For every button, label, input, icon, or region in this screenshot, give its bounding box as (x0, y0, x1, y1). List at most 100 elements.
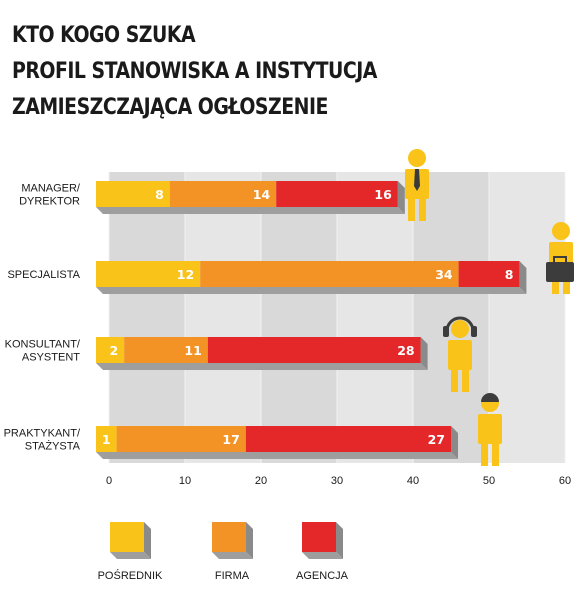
category-label-line: KONSULTANT/ (5, 339, 81, 351)
icon-leg (451, 370, 458, 392)
briefcase-handle (553, 256, 567, 264)
legend-swatch-side (144, 522, 151, 559)
bar-side (397, 181, 405, 214)
bar-segment-agencja (458, 261, 520, 287)
briefcase-shape (546, 262, 574, 282)
data-label: 34 (435, 267, 453, 282)
data-label: 17 (222, 432, 239, 447)
bar-shadow (96, 452, 458, 459)
bar-side (420, 337, 428, 370)
x-axis-ticks: 0 10 20 30 40 50 60 (106, 475, 571, 487)
bar-segment-pośrednik (96, 426, 117, 452)
bar-segment-agencja (276, 181, 398, 207)
icon-leg (492, 444, 499, 466)
category-label-line: ASYSTENT (22, 352, 80, 364)
data-label: 1 (102, 432, 111, 447)
grid-band (489, 172, 565, 463)
data-label: 14 (253, 187, 271, 202)
briefcase-person-icon (546, 222, 574, 294)
bar-shadow (96, 363, 428, 370)
businessman-icon (405, 149, 429, 221)
bar-segment-pośrednik (96, 261, 201, 287)
bar-segment-firma (116, 426, 246, 452)
data-label: 28 (397, 343, 414, 358)
data-label: 12 (177, 267, 194, 282)
icon-leg (563, 272, 570, 294)
legend-label: AGENCJA (296, 570, 349, 582)
headset-cup (443, 326, 449, 337)
legend-swatch-side (246, 522, 253, 559)
x-tick-label: 0 (106, 475, 112, 487)
data-label: 2 (109, 343, 118, 358)
data-label: 11 (184, 343, 201, 358)
icon-leg (552, 272, 559, 294)
x-tick-label: 30 (331, 475, 343, 487)
grid-band (185, 172, 261, 463)
category-label: KONSULTANT/ASYSTENT (5, 339, 81, 364)
bars: 8 14 16 12 34 8 2 11 28 1 17 27 (96, 181, 527, 459)
bar-segment-firma (169, 181, 277, 207)
grid-band (261, 172, 337, 463)
grid-background (108, 172, 566, 463)
legend-swatch (302, 522, 336, 552)
category-labels: MANAGER/DYREKTOR SPECJALISTA KONSULTANT/AS… (4, 183, 81, 453)
bar-segment-agencja (207, 337, 421, 363)
category-label-line: MANAGER/ (21, 183, 81, 195)
category-label-line: DYREKTOR (19, 196, 80, 208)
category-label-line: SPECJALISTA (7, 269, 80, 281)
x-tick-label: 60 (559, 475, 571, 487)
icon-leg (408, 199, 415, 221)
legend-label: POŚREDNIK (98, 569, 163, 582)
bar-shadow (96, 287, 527, 294)
data-label: 27 (428, 432, 445, 447)
icon-torso (478, 414, 502, 444)
legend: POŚREDNIK FIRMA AGENCJA (98, 522, 349, 582)
legend-swatch-bottom (212, 552, 253, 559)
headset-person-icon (443, 316, 477, 392)
icon-head (408, 149, 426, 167)
legend-swatch-bottom (110, 552, 151, 559)
category-icons (405, 149, 574, 466)
category-label: PRAKTYKANT/STAŻYSTA (4, 428, 81, 453)
category-label: MANAGER/DYREKTOR (19, 183, 81, 208)
data-label: 8 (505, 267, 514, 282)
title-line-2: PROFIL STANOWISKA A INSTYTUCJA (12, 59, 377, 84)
icon-head (451, 320, 469, 338)
data-label: 8 (155, 187, 164, 202)
icon-leg (419, 199, 426, 221)
category-label-line: STAŻYSTA (25, 440, 81, 453)
x-tick-label: 10 (179, 475, 191, 487)
bar-segment-pośrednik (96, 181, 170, 207)
category-label-line: PRAKTYKANT/ (4, 428, 81, 440)
icon-head (552, 222, 570, 240)
bar-segment-firma (124, 337, 208, 363)
legend-label: FIRMA (215, 570, 250, 582)
title-line-1: KTO KOGO SZUKA (12, 23, 196, 48)
legend-swatch-bottom (302, 552, 343, 559)
grid-band (337, 172, 413, 463)
grid-band (109, 172, 185, 463)
headset-cup (471, 326, 477, 337)
title-line-3: ZAMIESZCZAJĄCA OGŁOSZENIE (12, 95, 328, 120)
legend-swatch-side (336, 522, 343, 559)
bar-segment-agencja (245, 426, 451, 452)
helmet-shape (481, 393, 499, 402)
bar-shadow (96, 207, 405, 214)
bar-side (519, 261, 527, 294)
x-tick-label: 50 (483, 475, 495, 487)
x-tick-label: 20 (255, 475, 267, 487)
helmet-person-icon (478, 393, 502, 466)
icon-torso (448, 340, 472, 370)
bar-segment-firma (200, 261, 459, 287)
x-tick-label: 40 (407, 475, 419, 487)
category-label: SPECJALISTA (7, 269, 80, 281)
legend-swatch (212, 522, 246, 552)
bar-side (451, 426, 458, 459)
icon-leg (481, 444, 488, 466)
chart-title: KTO KOGO SZUKA PROFIL STANOWISKA A INSTY… (12, 18, 377, 126)
tie-shape (414, 169, 420, 191)
data-label: 16 (374, 187, 392, 202)
icon-leg (462, 370, 469, 392)
bar-segment-pośrednik (96, 337, 125, 363)
